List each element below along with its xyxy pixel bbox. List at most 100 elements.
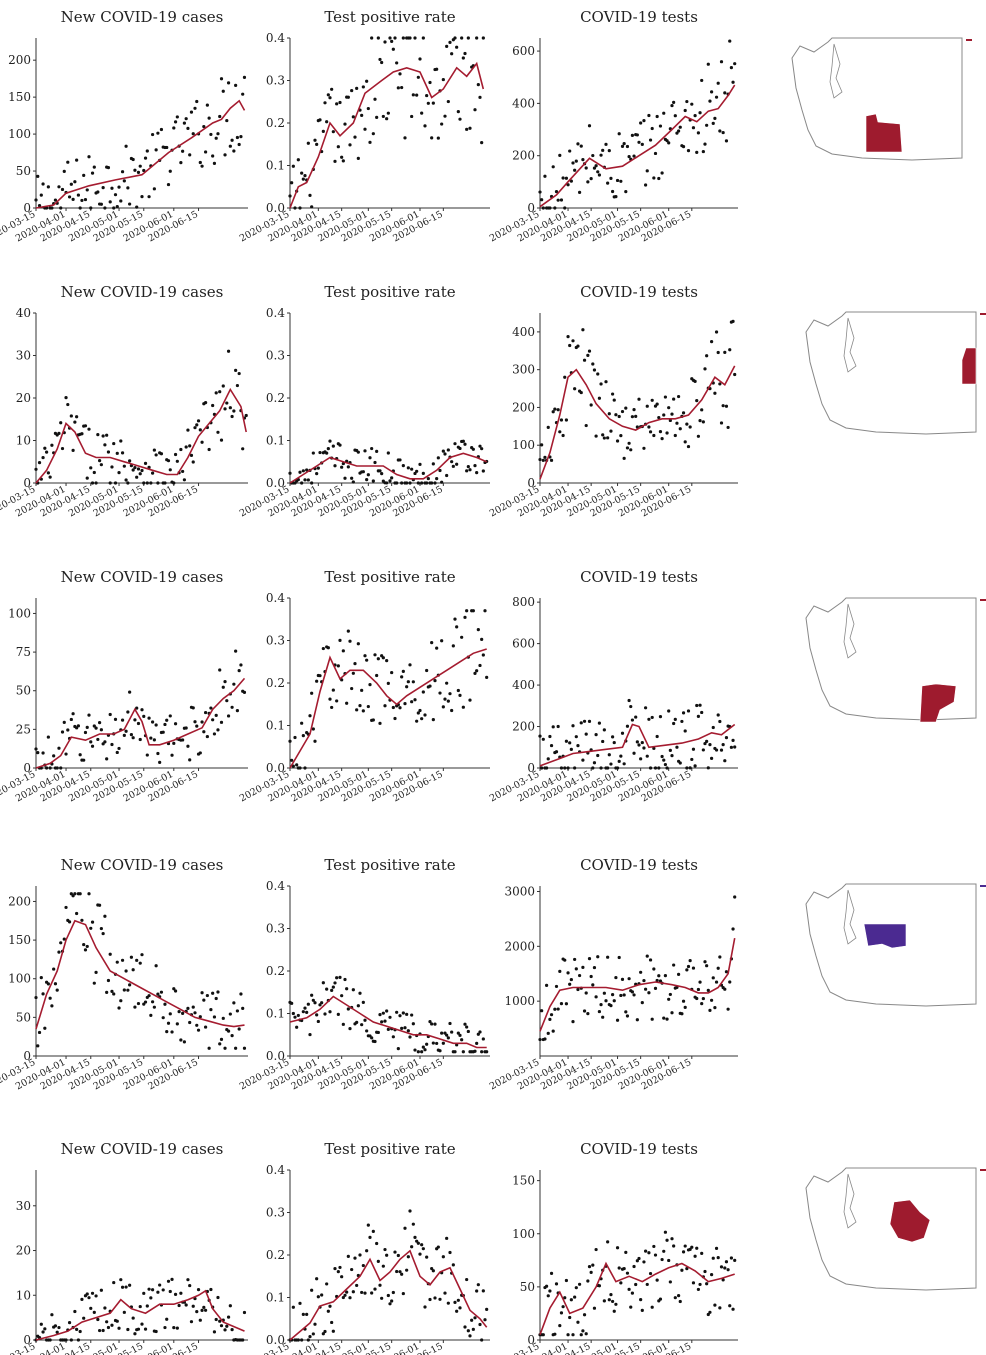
data-point (175, 115, 179, 119)
data-point (650, 398, 654, 402)
data-point (391, 1035, 395, 1039)
data-point (209, 1008, 213, 1012)
data-point (356, 1004, 360, 1008)
data-point (112, 992, 116, 996)
data-point (450, 1030, 454, 1034)
data-point (300, 171, 304, 175)
data-point (663, 762, 668, 767)
data-point (614, 413, 618, 417)
data-point (296, 1338, 300, 1342)
data-point (388, 36, 392, 40)
data-point (458, 117, 462, 121)
y-tick-label: 0.3 (266, 349, 285, 363)
data-point (596, 170, 600, 174)
data-point (110, 1323, 114, 1327)
data-point (461, 705, 465, 709)
data-point (645, 404, 649, 408)
data-point (478, 663, 482, 668)
data-point (358, 704, 362, 708)
data-point (333, 1266, 337, 1271)
data-point (151, 720, 155, 724)
data-point (678, 125, 682, 129)
data-point (140, 953, 144, 957)
data-point (98, 1328, 102, 1333)
data-point (478, 1322, 482, 1327)
data-point (181, 1011, 185, 1015)
data-point (476, 628, 480, 632)
data-point (471, 1327, 475, 1331)
data-point (343, 122, 347, 126)
data-point (728, 39, 732, 43)
data-point (706, 62, 710, 66)
data-point (99, 463, 103, 467)
data-point (235, 383, 239, 388)
data-point (350, 476, 354, 480)
data-point (554, 189, 559, 194)
data-point (480, 637, 484, 641)
data-point (594, 733, 598, 737)
data-point (706, 988, 710, 992)
trend-line (539, 723, 736, 767)
data-point (561, 176, 565, 180)
data-point (400, 1026, 404, 1030)
data-point (471, 447, 475, 451)
data-point (481, 469, 485, 473)
data-point (101, 1328, 105, 1333)
data-point (581, 158, 585, 162)
data-point (48, 1338, 52, 1342)
data-point (226, 1029, 231, 1033)
data-point (637, 743, 641, 747)
data-point (538, 190, 542, 194)
y-tick-label: 0.0 (266, 1049, 285, 1063)
data-point (110, 465, 114, 469)
data-point (138, 164, 142, 168)
data-point (653, 151, 658, 156)
data-point (156, 131, 160, 135)
data-point (99, 202, 103, 206)
data-point (182, 1040, 186, 1044)
data-point (456, 688, 460, 693)
data-point (627, 977, 631, 981)
data-point (209, 132, 213, 137)
data-point (612, 1309, 616, 1313)
data-point (473, 1049, 477, 1053)
data-point (136, 1001, 141, 1006)
data-point (673, 717, 677, 721)
data-point (361, 1263, 365, 1268)
data-point (103, 206, 107, 210)
x-tick-label: 2020-03-15 (488, 1341, 542, 1355)
data-point (105, 433, 109, 437)
data-point (166, 182, 171, 187)
data-point (41, 455, 45, 460)
data-point (710, 1273, 714, 1277)
chart-title: COVID-19 tests (580, 1140, 698, 1158)
data-point (365, 1029, 369, 1033)
data-point (668, 748, 672, 752)
data-point (290, 758, 294, 762)
data-point (594, 995, 598, 999)
y-tick-label: 0 (23, 761, 31, 775)
data-point (548, 206, 552, 210)
data-point (301, 734, 305, 738)
data-point (142, 168, 146, 173)
data-point (225, 401, 229, 405)
data-point (149, 1296, 153, 1300)
data-point (290, 181, 294, 185)
data-point (589, 403, 593, 407)
data-point (381, 1264, 385, 1268)
data-point (416, 481, 420, 485)
data-point (607, 149, 611, 153)
data-point (331, 1329, 335, 1333)
data-point (386, 1293, 390, 1298)
data-point (658, 715, 663, 719)
data-point (688, 1247, 692, 1251)
data-point (131, 1316, 135, 1320)
data-point (714, 95, 719, 99)
data-point (204, 1025, 208, 1029)
data-point (350, 686, 354, 691)
data-point (667, 709, 671, 713)
data-point (587, 349, 592, 353)
data-point (170, 1030, 174, 1034)
data-point (627, 154, 631, 159)
data-point (559, 766, 564, 770)
